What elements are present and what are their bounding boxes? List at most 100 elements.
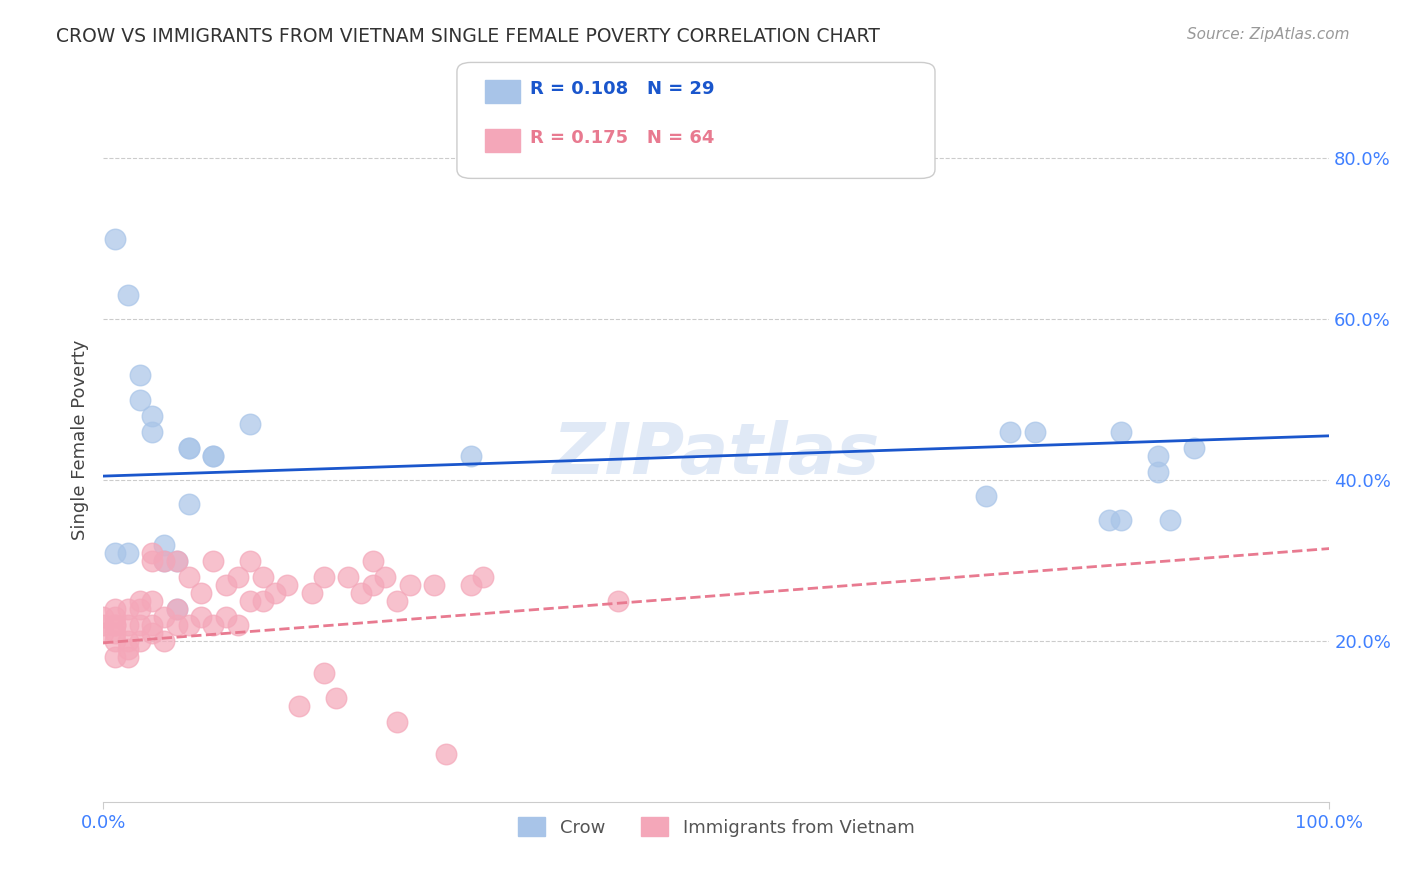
Point (226, 618, 249, 632)
Point (177, 441, 200, 455)
Point (312, 666, 335, 681)
Text: ZIPatlas: ZIPatlas (553, 420, 880, 489)
Text: R = 0.175   N = 64: R = 0.175 N = 64 (530, 129, 714, 147)
Point (252, 594, 274, 608)
Point (202, 554, 225, 568)
Point (166, 602, 188, 616)
Point (129, 618, 152, 632)
Point (91, 618, 114, 632)
Point (288, 698, 311, 713)
Point (974, 489, 997, 503)
Point (104, 231, 127, 245)
Point (1109, 513, 1132, 527)
Point (1024, 425, 1046, 439)
Point (239, 554, 262, 568)
Point (252, 570, 274, 584)
Point (153, 554, 176, 568)
Text: Source: ZipAtlas.com: Source: ZipAtlas.com (1187, 27, 1350, 42)
Point (1159, 513, 1181, 527)
Point (104, 626, 127, 640)
Point (129, 594, 152, 608)
Text: R = 0.108   N = 29: R = 0.108 N = 29 (530, 80, 714, 98)
Point (1182, 441, 1205, 455)
Point (177, 618, 200, 632)
Point (460, 578, 482, 592)
Point (202, 618, 225, 632)
Point (325, 690, 347, 705)
Point (607, 594, 630, 608)
Point (263, 586, 285, 600)
Point (301, 586, 323, 600)
Point (141, 618, 163, 632)
Point (398, 578, 420, 592)
Point (117, 618, 139, 632)
Point (153, 610, 176, 624)
Point (129, 602, 152, 616)
Point (361, 578, 384, 592)
Point (177, 497, 200, 511)
Point (387, 714, 409, 729)
Point (91, 610, 114, 624)
Point (239, 594, 262, 608)
Point (1109, 425, 1132, 439)
Point (104, 618, 127, 632)
Point (202, 449, 225, 463)
Text: CROW VS IMMIGRANTS FROM VIETNAM SINGLE FEMALE POVERTY CORRELATION CHART: CROW VS IMMIGRANTS FROM VIETNAM SINGLE F… (56, 27, 880, 45)
Point (1000, 425, 1022, 439)
Point (276, 578, 298, 592)
Point (129, 368, 152, 383)
Point (312, 570, 335, 584)
Point (153, 554, 176, 568)
Point (1146, 465, 1168, 479)
Point (349, 586, 371, 600)
Point (226, 570, 249, 584)
Point (117, 288, 139, 302)
Point (91, 626, 114, 640)
Point (202, 449, 225, 463)
Point (374, 570, 396, 584)
Point (177, 570, 200, 584)
Point (104, 602, 127, 616)
Point (104, 610, 127, 624)
Point (141, 554, 163, 568)
Point (460, 449, 482, 463)
Point (141, 594, 163, 608)
Point (1097, 513, 1119, 527)
Point (129, 392, 152, 407)
Point (215, 610, 238, 624)
Point (104, 618, 127, 632)
Point (117, 634, 139, 648)
Point (153, 634, 176, 648)
Point (141, 409, 163, 423)
Point (104, 634, 127, 648)
Point (190, 586, 212, 600)
Point (177, 441, 200, 455)
Y-axis label: Single Female Poverty: Single Female Poverty (72, 340, 89, 540)
Point (215, 578, 238, 592)
Point (129, 634, 152, 648)
Point (117, 650, 139, 665)
Point (104, 546, 127, 560)
Point (141, 425, 163, 439)
Point (117, 642, 139, 657)
Point (436, 747, 458, 761)
Point (239, 417, 262, 431)
Point (423, 578, 446, 592)
Point (117, 546, 139, 560)
Point (166, 602, 188, 616)
Point (153, 537, 176, 551)
Legend: Crow, Immigrants from Vietnam: Crow, Immigrants from Vietnam (510, 810, 921, 844)
Point (104, 650, 127, 665)
Point (166, 618, 188, 632)
Point (190, 610, 212, 624)
Point (141, 626, 163, 640)
Point (117, 602, 139, 616)
Point (1146, 449, 1168, 463)
Point (361, 554, 384, 568)
Point (166, 554, 188, 568)
Point (166, 554, 188, 568)
Point (337, 570, 360, 584)
Point (472, 570, 495, 584)
Point (141, 546, 163, 560)
Point (387, 594, 409, 608)
